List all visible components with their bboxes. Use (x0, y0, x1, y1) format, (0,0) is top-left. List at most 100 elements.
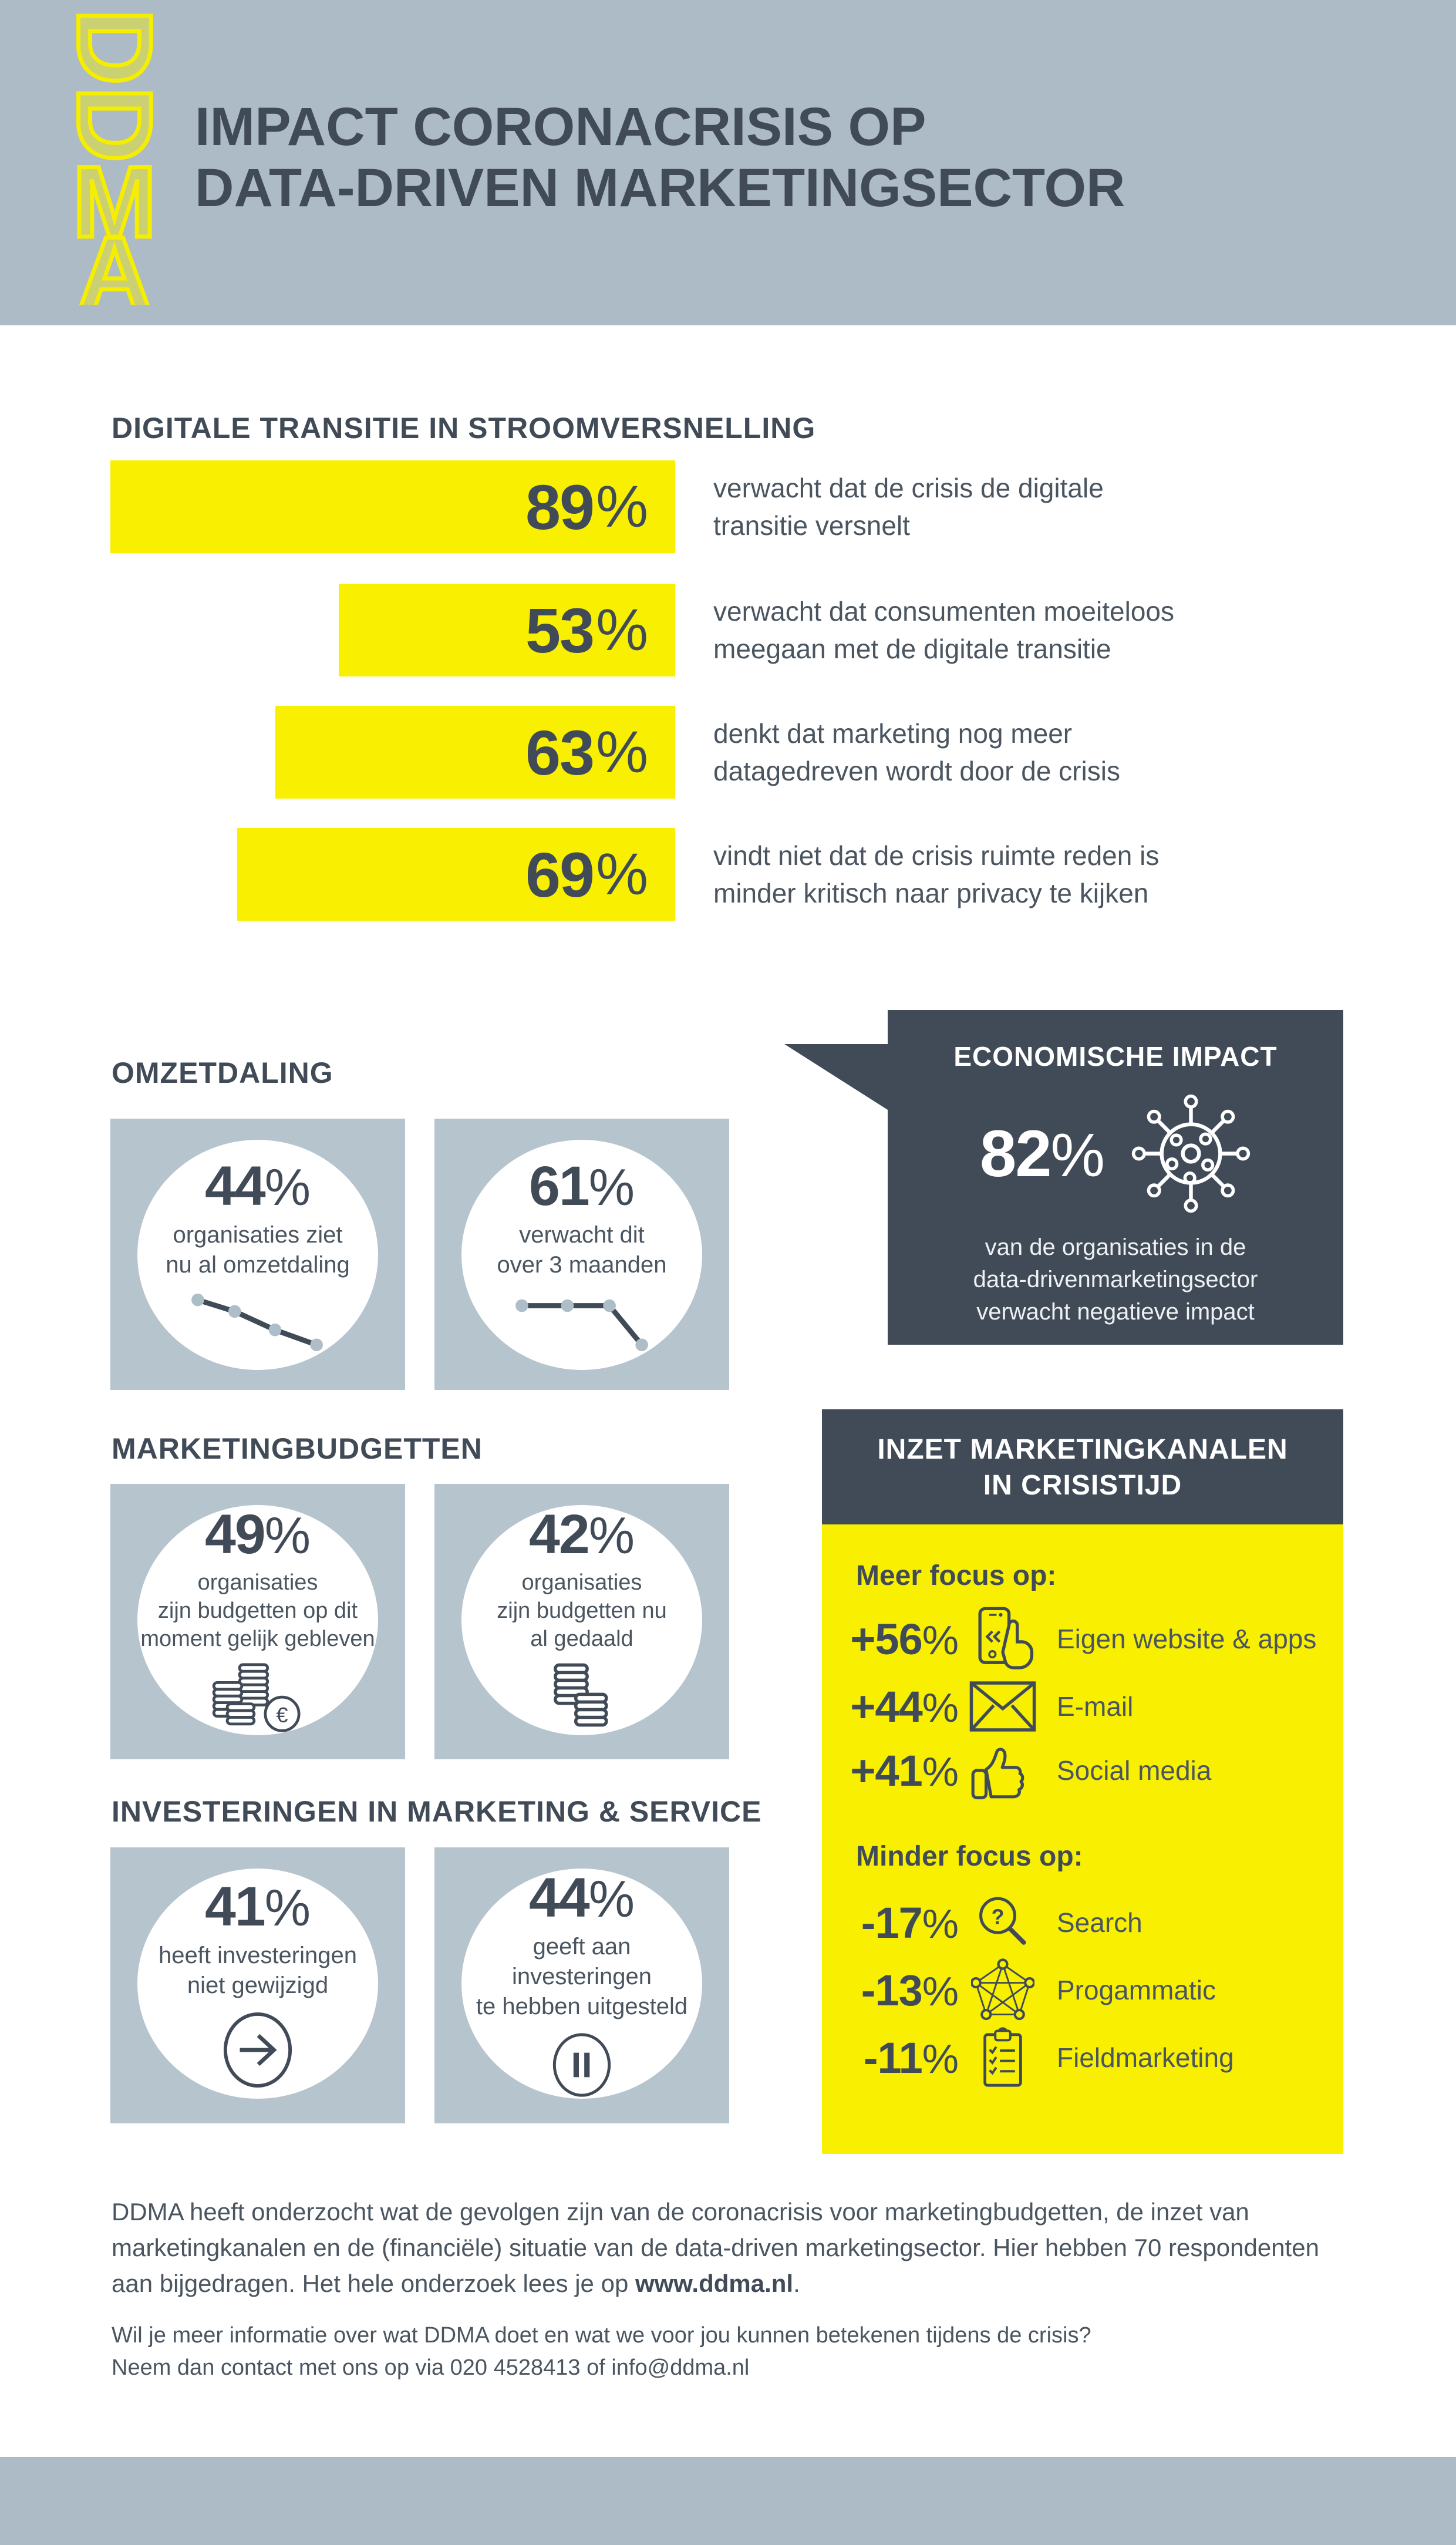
bar-value: 69 (525, 839, 595, 910)
stat-percent-sign: % (264, 1158, 311, 1216)
stat-card-invest-41: 41% heeft investeringen niet gewijzigd (110, 1847, 405, 2123)
channel-icon-cell (965, 1679, 1040, 1733)
channel-icon-cell (965, 2026, 1040, 2089)
channel-percent-sign: % (922, 1748, 959, 1795)
bar-description-line: vindt niet dat de crisis ruimte reden is (713, 840, 1160, 871)
inzet-header-line2: IN CRISISTIJD (983, 1470, 1182, 1501)
bar-value: 89 (525, 471, 595, 543)
footer-line-prefix: aan bijgedragen. Het hele onderzoek lees… (112, 2270, 635, 2297)
stat-description-line: nu al omzetdaling (166, 1252, 350, 1278)
bar-description: vindt niet dat de crisis ruimte reden is… (713, 828, 1159, 921)
econ-percent-sign: % (1050, 1122, 1106, 1190)
channel-value: +56% (822, 1614, 959, 1664)
bar-fill: 53% (339, 584, 675, 676)
bar-description-line: verwacht dat de crisis de digitale (713, 473, 1104, 503)
virus-icon (1131, 1094, 1251, 1213)
stat-description-line: heeft investeringen (158, 1943, 357, 1968)
channel-number: +56 (850, 1614, 923, 1664)
stat-description-line: verwacht dit (519, 1222, 645, 1248)
econ-impact-value-row: 82% (888, 1093, 1343, 1214)
ddma-link[interactable]: www.ddma.nl (635, 2270, 794, 2297)
bar-value: 63 (525, 716, 595, 788)
footer-paragraph-contact: Wil je meer informatie over wat DDMA doe… (112, 2320, 1091, 2384)
channel-value: -17% (822, 1898, 959, 1948)
bar-fill: 63% (275, 706, 675, 799)
stat-number: 49 (205, 1503, 266, 1566)
coins-icon (553, 1663, 608, 1727)
channel-row: -11% Fieldmarketing (822, 2025, 1343, 2090)
channel-row: +56% Eigen website & apps (822, 1606, 1343, 1672)
footer-line-suffix: . (793, 2270, 800, 2297)
channel-row: -17% ? Search (822, 1890, 1343, 1955)
stat-description-line: moment gelijk gebleven (140, 1627, 375, 1651)
stat-percent-sign: % (264, 1879, 311, 1937)
econ-impact-value: 82% (980, 1116, 1105, 1191)
stat-ellipse: 42% organisaties zijn budgetten nu al ge… (461, 1505, 702, 1735)
chart-decline-icon (191, 1293, 323, 1352)
bar-fill: 89% (110, 460, 675, 553)
logo-letter-m: M (72, 146, 156, 258)
meer-focus-label: Meer focus op: (856, 1560, 1057, 1591)
stat-description: organisaties zijn budgetten nu al gedaal… (497, 1568, 666, 1653)
stat-card-omzet-44: 44% organisaties ziet nu al omzetdaling (110, 1119, 405, 1390)
channel-percent-sign: % (922, 1900, 959, 1947)
stat-percent-sign: % (588, 1506, 635, 1564)
stat-description: organisaties zijn budgetten op dit momen… (140, 1568, 375, 1653)
econ-description-line: van de organisaties in de (985, 1234, 1246, 1260)
stat-description-line: organisaties (521, 1570, 642, 1595)
stat-description-line: niet gewijzigd (187, 1972, 329, 1998)
stat-ellipse: 41% heeft investeringen niet gewijzigd (137, 1869, 378, 2099)
bar-description-line: transitie versnelt (713, 510, 910, 541)
channel-number: +44 (850, 1682, 923, 1731)
channel-number: -13 (861, 1965, 923, 2015)
stat-percent-sign: % (588, 1158, 635, 1216)
section-heading-omzetdaling: OMZETDALING (112, 1056, 333, 1089)
bar-percent-sign: % (596, 719, 648, 785)
logo-letter-d2: D (56, 86, 174, 163)
page-title-line2: DATA-DRIVEN MARKETINGSECTOR (195, 158, 1125, 218)
inzet-box-body: Meer focus op: +56% (822, 1524, 1343, 2154)
econ-description-line: data-drivenmarketingsector (973, 1267, 1258, 1292)
econ-number: 82 (979, 1117, 1052, 1190)
bar-description-line: meegaan met de digitale transitie (713, 634, 1111, 664)
channel-value: -11% (822, 2033, 959, 2083)
ddma-logo: D D M A (53, 8, 176, 305)
stat-card-budget-42: 42% organisaties zijn budgetten nu al ge… (434, 1484, 729, 1759)
channel-percent-sign: % (922, 1684, 959, 1731)
stat-description-line: al gedaald (530, 1627, 633, 1651)
contact-line: Neem dan contact met ons op via 020 4528… (112, 2355, 750, 2380)
channel-number: -17 (861, 1898, 923, 1947)
bar-description-line: verwacht dat consumenten moeiteloos (713, 596, 1174, 627)
channel-value: -13% (822, 1965, 959, 2015)
arrow-right-circle-icon (223, 2012, 292, 2088)
bar-value: 53 (525, 594, 595, 666)
channel-label: Eigen website & apps (1057, 1624, 1317, 1654)
contact-line: Wil je meer informatie over wat DDMA doe… (112, 2323, 1091, 2348)
econ-impact-description: van de organisaties in de data-drivenmar… (888, 1231, 1343, 1328)
econ-description-line: verwacht negatieve impact (976, 1299, 1255, 1325)
stat-description: geeft aan investeringen te hebben uitges… (461, 1932, 702, 2022)
stat-description-line: geeft aan investeringen (512, 1934, 652, 1989)
bar-description-line: denkt dat marketing nog meer (713, 718, 1073, 749)
stat-card-budget-49: 49% organisaties zijn budgetten op dit m… (110, 1484, 405, 1759)
page-title-line1: IMPACT CORONACRISIS OP (195, 97, 926, 157)
stat-card-invest-44: 44% geeft aan investeringen te hebben ui… (434, 1847, 729, 2123)
inzet-header-line1: INZET MARKETINGKANALEN (877, 1434, 1288, 1465)
phone-touch-icon (978, 1607, 1034, 1669)
footer-line: aan bijgedragen. Het hele onderzoek lees… (112, 2265, 1319, 2301)
footer-band (0, 2457, 1456, 2545)
channel-percent-sign: % (922, 1617, 959, 1663)
footer-paragraph-research: DDMA heeft onderzocht wat de gevolgen zi… (112, 2194, 1319, 2301)
stat-description-line: over 3 maanden (497, 1252, 667, 1278)
network-icon (971, 1958, 1034, 2021)
bar-description-line: datagedreven wordt door de crisis (713, 756, 1120, 786)
channel-number: +41 (850, 1746, 923, 1795)
stat-card-omzet-61: 61% verwacht dit over 3 maanden (434, 1119, 729, 1390)
bar-row: 89% verwacht dat de crisis de digitale t… (0, 460, 1456, 553)
section-heading-investeringen: INVESTERINGEN IN MARKETING & SERVICE (112, 1795, 762, 1828)
bar-row: 63% denkt dat marketing nog meer dataged… (0, 706, 1456, 799)
stat-value: 61% (529, 1157, 635, 1217)
thumbs-up-icon (971, 1748, 1024, 1800)
section-heading-digitale: DIGITALE TRANSITIE IN STROOMVERSNELLING (112, 412, 816, 445)
bar-description-line: minder kritisch naar privacy te kijken (713, 878, 1149, 908)
